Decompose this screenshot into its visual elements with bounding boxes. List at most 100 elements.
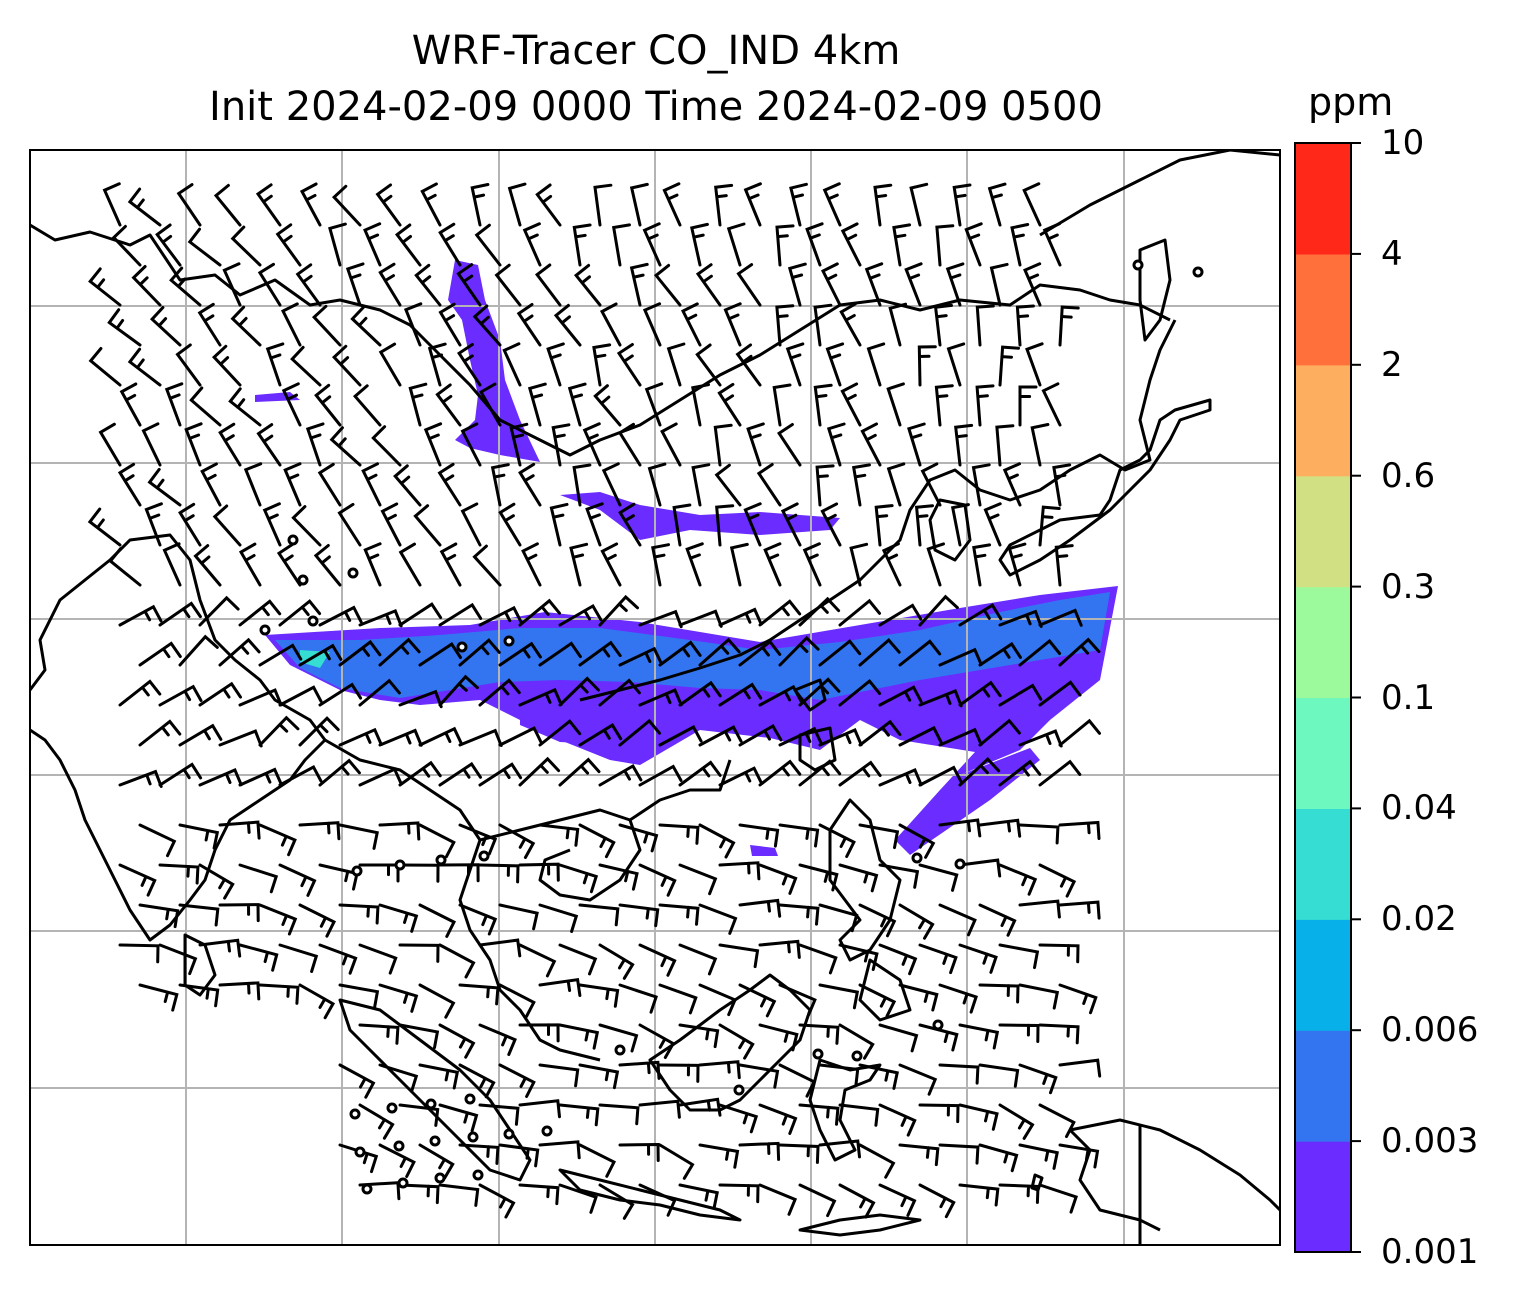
wind-barb — [358, 943, 398, 975]
wind-barb — [778, 726, 823, 747]
wind-barb — [818, 728, 863, 747]
wind-barb — [978, 641, 1022, 667]
wind-barb — [938, 647, 983, 667]
wind-barb — [918, 1103, 960, 1124]
wind-barb — [338, 1143, 379, 1174]
wind-barb — [978, 903, 1017, 937]
wind-barb — [858, 983, 897, 1018]
wind-barb — [398, 542, 422, 587]
wind-barb — [218, 903, 260, 923]
wind-barb — [258, 643, 303, 667]
wind-barb — [118, 943, 160, 964]
calm-wind-marker — [354, 1146, 366, 1158]
wind-barb — [338, 823, 379, 850]
wind-barb — [998, 1023, 1040, 1043]
wind-barb — [585, 502, 604, 547]
wind-barb — [618, 646, 663, 667]
wind-barb — [498, 983, 536, 1019]
wind-barb — [418, 823, 456, 859]
wind-barb — [228, 387, 262, 427]
wind-barb — [718, 1023, 755, 1060]
wind-barb — [198, 595, 240, 627]
wind-barb — [298, 716, 340, 747]
wind-barb — [509, 422, 529, 467]
wind-barb — [439, 542, 462, 587]
wind-barb — [938, 983, 978, 1014]
wind-barb — [238, 542, 262, 587]
wind-barb — [818, 823, 856, 858]
wind-barb — [983, 502, 1002, 547]
wind-barb — [478, 1183, 516, 1219]
wind-barb — [878, 1183, 917, 1217]
wind-barb — [498, 1143, 540, 1168]
wind-barb — [578, 640, 622, 667]
calm-wind-marker — [349, 1108, 361, 1120]
wind-barb — [558, 757, 601, 787]
wind-barb — [438, 1023, 476, 1059]
wind-barb — [1041, 382, 1062, 427]
wind-barb — [398, 1023, 440, 1050]
wind-barb — [198, 863, 235, 900]
wind-barb — [358, 608, 403, 628]
wind-barb — [102, 182, 122, 227]
wind-barb — [878, 943, 918, 976]
wind-barb — [458, 638, 501, 667]
wind-barb — [290, 345, 322, 387]
wind-barb — [838, 943, 879, 971]
wind-barb — [262, 502, 282, 547]
wind-barb — [946, 342, 966, 387]
wind-barb — [598, 943, 635, 980]
wind-barb — [178, 903, 220, 927]
wind-barb — [255, 183, 282, 227]
wind-barb — [281, 382, 302, 427]
wind-barb — [438, 602, 483, 627]
wind-barb — [478, 678, 521, 707]
wind-barb — [378, 1063, 419, 1093]
wind-barb — [438, 222, 462, 267]
wind-barb — [718, 861, 761, 881]
wind-barb — [815, 464, 835, 507]
wind-barb — [798, 1183, 837, 1218]
wind-barb — [458, 983, 500, 1006]
wind-barb — [378, 1143, 416, 1178]
wind-barb — [338, 727, 383, 747]
wind-barb — [438, 1183, 480, 1207]
wind-barb — [738, 983, 777, 1018]
wind-barb — [1038, 943, 1080, 964]
wind-barb — [691, 463, 711, 507]
wind-barb — [521, 542, 542, 587]
wind-barb — [975, 384, 995, 427]
calm-wind-marker — [503, 1128, 515, 1140]
wind-barb — [638, 1099, 681, 1119]
wind-barb — [818, 983, 860, 1010]
wind-barb — [918, 943, 958, 975]
wind-barb — [358, 678, 401, 707]
wind-barb — [108, 547, 142, 587]
wind-barb — [147, 467, 182, 507]
wind-barb — [438, 302, 462, 347]
wind-barb — [518, 687, 563, 707]
wind-barb — [338, 903, 380, 925]
wind-barb — [117, 462, 142, 507]
wind-barb — [420, 182, 442, 227]
wind-barb — [1022, 182, 1042, 227]
wind-barb — [328, 222, 347, 267]
wind-barb — [478, 605, 523, 627]
wind-barb — [551, 423, 571, 467]
wind-barb — [743, 502, 762, 547]
colorbar-segment — [1295, 919, 1351, 1031]
wind-barb — [907, 422, 926, 467]
wind-barb — [746, 422, 765, 467]
wind-barb — [698, 823, 736, 859]
wind-barb — [763, 542, 782, 587]
wind-barb — [758, 863, 798, 895]
wind-barb — [458, 728, 503, 747]
wind-barb — [798, 1103, 840, 1126]
wind-barb — [826, 422, 846, 467]
wind-barb — [1038, 505, 1061, 547]
wind-barb — [938, 818, 982, 838]
wind-barb — [653, 263, 682, 307]
wind-barb — [778, 823, 820, 848]
wind-barb — [858, 1143, 896, 1179]
wind-barb — [314, 383, 342, 427]
